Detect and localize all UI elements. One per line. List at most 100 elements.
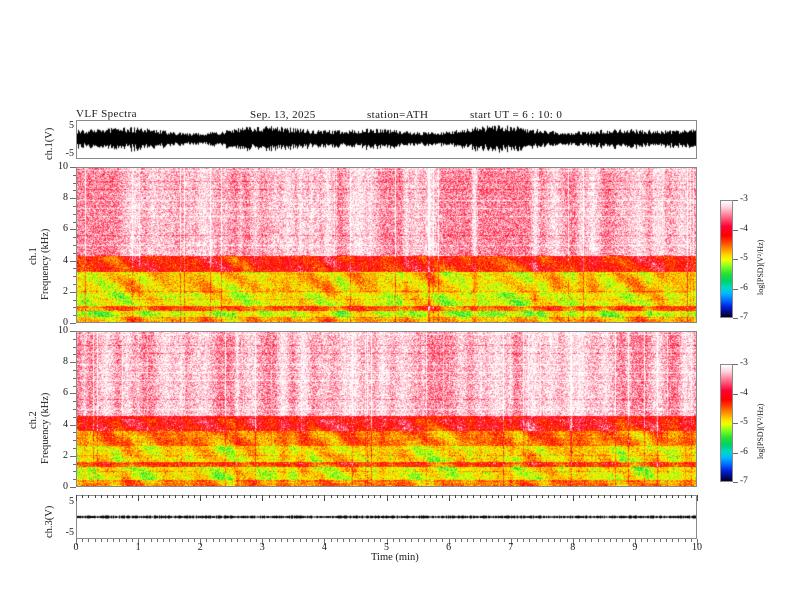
figure-station: station=ATH [367,109,429,121]
x-inner-tick [100,495,102,498]
x-inner-tick [380,495,382,498]
x-tick-label-0: 0 [73,542,79,553]
x-minor-tick [672,539,674,542]
x-minor-tick [659,539,661,542]
x-inner-tick [243,495,245,498]
colorbar-tick [733,393,738,395]
x-minor-tick [616,539,618,542]
x-inner-tick [274,495,276,498]
y-minor-tick [73,182,76,184]
colorbar-tick [733,229,738,231]
colorbar-tick-label-2: -5 [740,417,748,427]
x-inner-tick [398,495,400,498]
x-major-tick [76,539,77,545]
x-minor-tick [405,539,407,542]
x-minor-tick [554,539,556,542]
x-inner-tick [411,495,413,498]
panel-ch2-spectrogram [76,331,697,487]
y-minor-tick [73,409,76,410]
x-inner-tick [392,495,394,498]
x-inner-tick [690,495,692,498]
y-minor-tick [73,346,76,348]
x-minor-tick [603,539,605,542]
colorbar-ch2-label: log[PSD](V²/Hz) [756,403,765,459]
x-minor-tick [504,539,506,542]
x-minor-tick [343,539,345,542]
x-inner-tick [628,495,630,498]
x-inner-tick [150,495,152,498]
x-inner-tick [516,495,518,498]
y-tick-label-ch2_spec-5: 0 [63,481,68,492]
x-inner-tick [280,495,282,498]
x-inner-tick [417,495,419,498]
x-minor-tick [454,539,456,542]
x-minor-tick [380,539,382,542]
x-inner-tick [212,495,214,498]
x-minor-tick [156,539,158,542]
x-minor-tick [349,539,351,542]
x-minor-tick [579,539,580,542]
x-inner-tick [361,495,363,498]
x-inner-tick [138,495,140,501]
x-minor-tick [193,539,195,542]
y-minor-tick [73,245,76,246]
y-minor-tick [73,370,76,371]
colorbar-tick [733,200,738,201]
y-minor-tick [73,416,76,418]
x-inner-tick [429,495,431,498]
x-major-tick [634,539,636,545]
x-major-tick [697,539,698,545]
y-tick-label-ch1_spec-4: 2 [63,285,68,297]
x-minor-tick [547,539,549,542]
x-inner-tick [343,495,345,498]
ch1-spectrogram-image [77,168,696,322]
y-tick-label-ch2_spec-2: 6 [63,387,68,399]
y-minor-tick [73,276,76,278]
x-minor-tick [398,539,400,542]
x-inner-tick [566,495,568,498]
x-inner-tick [305,495,307,498]
x-inner-tick [603,495,605,498]
x-minor-tick [560,539,562,542]
ch3-wave-axis-label: ch.3(V) [44,505,55,538]
y-tick-label-ch2_spec-0: 10 [58,325,68,336]
x-major-tick [138,539,140,545]
colorbar-ch1-label: log[PSD](V²/Hz) [756,239,765,295]
y-minor-tick [73,268,76,270]
x-inner-tick [467,495,469,498]
y-minor-tick [73,385,76,387]
x-minor-tick [113,539,115,542]
x-inner-tick [256,495,258,498]
y-minor-tick [73,213,76,215]
x-inner-tick [293,495,295,498]
x-minor-tick [131,539,133,542]
x-inner-tick [330,495,332,498]
x-minor-tick [287,539,289,542]
x-major-tick [386,539,388,545]
x-minor-tick [690,539,692,542]
x-inner-tick [113,495,115,498]
x-minor-tick [212,539,214,542]
x-inner-tick [131,495,133,498]
x-inner-tick [665,495,667,498]
x-minor-tick [411,539,413,542]
x-minor-tick [355,539,357,542]
x-major-tick [572,539,574,545]
colorbar-tick-label-0: -3 [740,194,748,204]
x-minor-tick [473,539,475,542]
x-minor-tick [417,539,419,542]
x-inner-tick [268,495,270,498]
x-minor-tick [591,539,593,542]
x-minor-tick [169,539,171,542]
x-inner-tick [374,495,376,498]
x-inner-tick [262,495,264,501]
x-minor-tick [318,539,320,542]
panel-ch1-spectrogram [76,167,697,323]
ch1-wave-ytick-neg: -5 [65,148,74,159]
y-minor-tick [73,221,76,223]
x-inner-tick [318,495,320,498]
x-inner-tick [647,495,649,498]
y-major-tick [70,198,76,200]
x-inner-tick [200,495,202,501]
x-inner-tick [659,495,661,498]
